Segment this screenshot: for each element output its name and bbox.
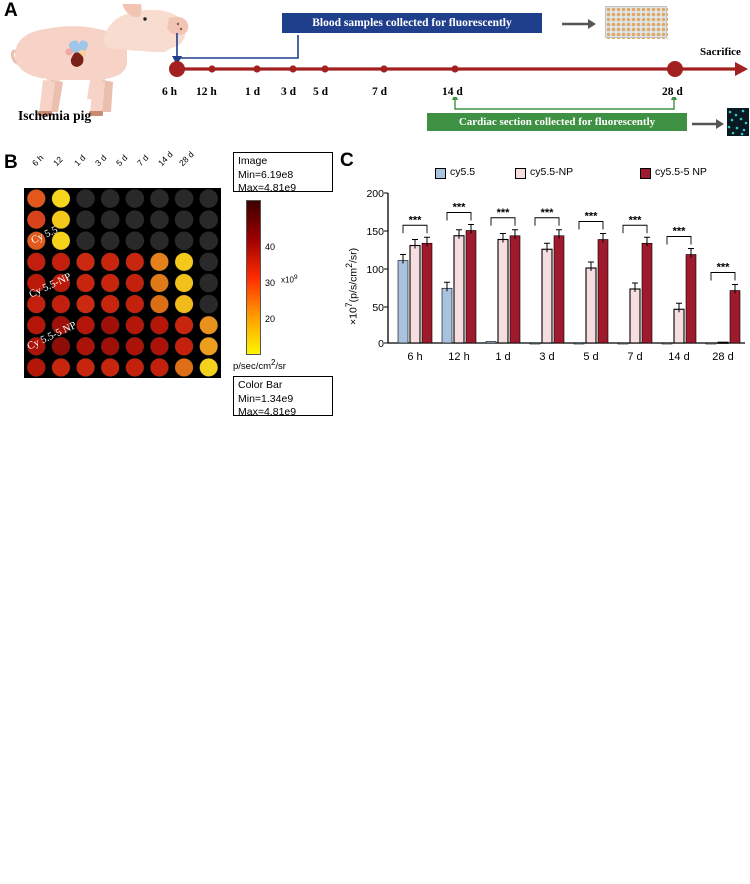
svg-text:7 d: 7 d xyxy=(627,351,642,363)
svg-text:***: *** xyxy=(453,202,467,214)
svg-text:***: *** xyxy=(629,214,643,226)
svg-text:***: *** xyxy=(497,207,511,219)
svg-text:***: *** xyxy=(585,211,599,223)
svg-text:50: 50 xyxy=(372,302,384,314)
svg-text:5 d: 5 d xyxy=(583,351,598,363)
svg-text:14 d: 14 d xyxy=(668,351,689,363)
svg-text:***: *** xyxy=(673,226,687,238)
svg-text:***: *** xyxy=(409,214,423,226)
svg-text:200: 200 xyxy=(366,188,384,200)
svg-text:150: 150 xyxy=(366,226,384,238)
svg-text:6 h: 6 h xyxy=(407,351,422,363)
svg-text:100: 100 xyxy=(366,264,384,276)
svg-text:3 d: 3 d xyxy=(539,351,554,363)
svg-text:0: 0 xyxy=(378,338,384,350)
svg-text:***: *** xyxy=(541,207,555,219)
svg-text:***: *** xyxy=(717,262,731,274)
svg-text:12 h: 12 h xyxy=(448,351,469,363)
svg-text:28 d: 28 d xyxy=(712,351,733,363)
svg-text:1 d: 1 d xyxy=(495,351,510,363)
